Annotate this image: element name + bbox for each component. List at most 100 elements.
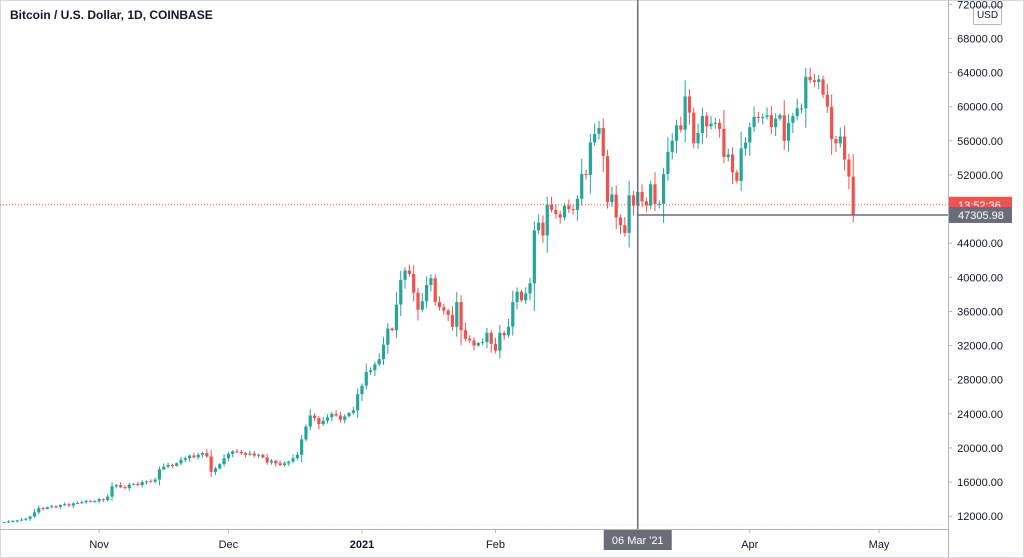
- candle-body: [136, 483, 140, 486]
- x-tick-label: Apr: [741, 539, 758, 551]
- candle-body: [778, 115, 782, 119]
- candle-body: [769, 115, 773, 128]
- candle-body: [834, 139, 838, 144]
- candle-body: [554, 209, 558, 215]
- y-tick-label: 28000.00: [957, 375, 1003, 387]
- candle-body: [80, 502, 84, 504]
- candle-body: [842, 136, 847, 160]
- candle-body: [244, 453, 248, 455]
- candle-body: [743, 142, 748, 149]
- candle-body: [446, 310, 450, 315]
- candle-body: [437, 302, 442, 308]
- candle-body: [502, 332, 506, 336]
- candle-body: [386, 328, 390, 345]
- candle-body: [394, 304, 399, 331]
- candle-body: [442, 307, 446, 311]
- candle-body: [786, 122, 791, 141]
- candle-body: [588, 142, 592, 175]
- candle-body: [368, 370, 373, 373]
- candle-body: [683, 96, 687, 130]
- candle-body: [481, 342, 485, 344]
- candle-body: [63, 504, 67, 506]
- y-tick-label: 32000.00: [957, 341, 1003, 353]
- candle-body: [524, 293, 528, 301]
- candle-body: [28, 516, 32, 519]
- candle-body: [782, 115, 786, 141]
- candle-body: [19, 519, 24, 521]
- candle-body: [597, 127, 601, 134]
- y-tick-label: 56000.00: [957, 136, 1003, 148]
- candle-body: [58, 505, 62, 507]
- candle-body: [761, 116, 765, 118]
- candle-body: [674, 125, 679, 141]
- y-tick-label: 16000.00: [957, 477, 1003, 489]
- candle-body: [679, 125, 683, 130]
- candle-body: [425, 284, 429, 302]
- candle-body: [399, 279, 403, 305]
- candle-body: [545, 204, 549, 236]
- candle-body: [429, 278, 433, 285]
- currency-label[interactable]: USD: [973, 6, 1002, 25]
- candle-body: [364, 372, 368, 386]
- candle-body: [179, 459, 183, 464]
- candle-body: [696, 133, 700, 144]
- candle-body: [631, 195, 636, 206]
- candle-body: [670, 140, 674, 152]
- candle-body: [282, 463, 286, 466]
- candle-body: [347, 412, 351, 417]
- candle-body: [610, 194, 614, 203]
- candle-body: [261, 454, 265, 458]
- time-axis[interactable]: Nov Dec 2021 Feb Apr May: [0, 529, 948, 551]
- candle-body: [144, 481, 149, 483]
- crosshair-overlay: [0, 0, 948, 529]
- candle-body: [131, 483, 136, 485]
- candle-body: [291, 458, 295, 462]
- candle-body: [15, 520, 19, 522]
- candle-body: [218, 464, 222, 469]
- y-tick-label: 52000.00: [957, 170, 1003, 182]
- candle-body: [373, 364, 377, 371]
- candle-body: [123, 487, 127, 489]
- candle-body: [649, 184, 653, 206]
- candle-body: [752, 116, 756, 128]
- candle-body: [558, 214, 562, 218]
- candle-body: [795, 108, 799, 117]
- candle-body: [623, 225, 627, 233]
- candle-body: [700, 116, 704, 134]
- candle-body: [278, 463, 282, 466]
- candle-body: [196, 454, 200, 458]
- candle-body: [493, 343, 498, 351]
- candle-body: [817, 79, 821, 82]
- candle-body: [222, 458, 226, 465]
- candle-body: [748, 127, 752, 143]
- candle-body: [830, 106, 834, 140]
- candle-body: [149, 481, 153, 483]
- candle-body: [88, 500, 93, 502]
- x-tick-label: May: [869, 539, 890, 551]
- candle-body: [549, 204, 554, 210]
- candle-body: [468, 338, 472, 341]
- candle-body: [808, 76, 812, 81]
- candle-body: [825, 94, 829, 107]
- y-tick-label: 68000.00: [957, 33, 1003, 45]
- candle-body: [312, 415, 317, 419]
- candle-body: [317, 418, 321, 425]
- candle-body: [205, 453, 209, 457]
- candle-body: [235, 451, 239, 453]
- candle-body: [351, 410, 355, 413]
- candle-body: [330, 413, 334, 418]
- candle-body: [287, 461, 291, 464]
- candle-body: [515, 291, 519, 303]
- candle-body: [71, 503, 75, 506]
- candle-body: [713, 122, 717, 124]
- candle-body: [325, 417, 330, 421]
- candle-body: [838, 136, 842, 144]
- candle-body: [537, 222, 541, 231]
- candle-body: [774, 118, 778, 128]
- candle-body: [412, 273, 416, 293]
- candle-body: [265, 457, 269, 463]
- candle-body: [657, 203, 661, 205]
- candle-body: [567, 205, 571, 210]
- price-axis[interactable]: 72000.00 68000.00 64000.00 60000.00 56000.00…: [948, 0, 1003, 558]
